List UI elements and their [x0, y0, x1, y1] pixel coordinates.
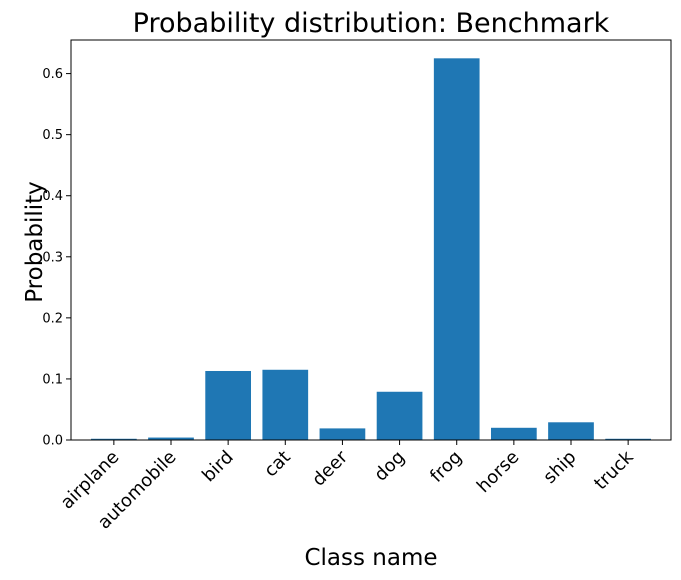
- y-axis-label: Probability: [22, 181, 48, 303]
- y-tick-label: 0.3: [42, 250, 63, 265]
- y-tick-label: 0.1: [42, 372, 63, 387]
- bar-dog: [376, 391, 423, 440]
- x-tick-label-deer: deer: [308, 446, 352, 490]
- x-tick-label-cat: cat: [260, 447, 295, 482]
- y-tick-label: 0.4: [42, 189, 63, 204]
- chart-title: Probability distribution: Benchmark: [133, 8, 610, 39]
- y-tick-label: 0.2: [42, 311, 63, 326]
- y-tick-label: 0.6: [42, 67, 63, 82]
- x-tick-label-dog: dog: [370, 447, 409, 486]
- bars-group: [91, 58, 651, 440]
- bar-ship: [548, 422, 594, 440]
- bar-cat: [262, 369, 309, 440]
- y-tick-label: 0.5: [42, 128, 63, 143]
- x-tick-label-truck: truck: [590, 446, 638, 494]
- y-ticks-group: 0.0 0.1 0.2 0.3 0.4 0.5 0.6: [42, 67, 71, 449]
- x-axis-label: Class name: [304, 545, 437, 571]
- y-tick-label: 0.0: [42, 434, 63, 449]
- bar-truck: [605, 438, 651, 440]
- x-tick-label-frog: frog: [426, 447, 466, 487]
- bar-horse: [491, 427, 537, 440]
- bar-frog: [433, 58, 480, 440]
- bar-deer: [319, 428, 366, 440]
- x-tick-label-bird: bird: [198, 447, 238, 487]
- plot-frame: [70, 39, 672, 441]
- bar-automobile: [148, 437, 194, 440]
- bar-bird: [205, 370, 251, 440]
- x-tick-label-ship: ship: [539, 447, 580, 488]
- x-tick-label-horse: horse: [473, 447, 523, 497]
- bar-airplane: [91, 438, 137, 440]
